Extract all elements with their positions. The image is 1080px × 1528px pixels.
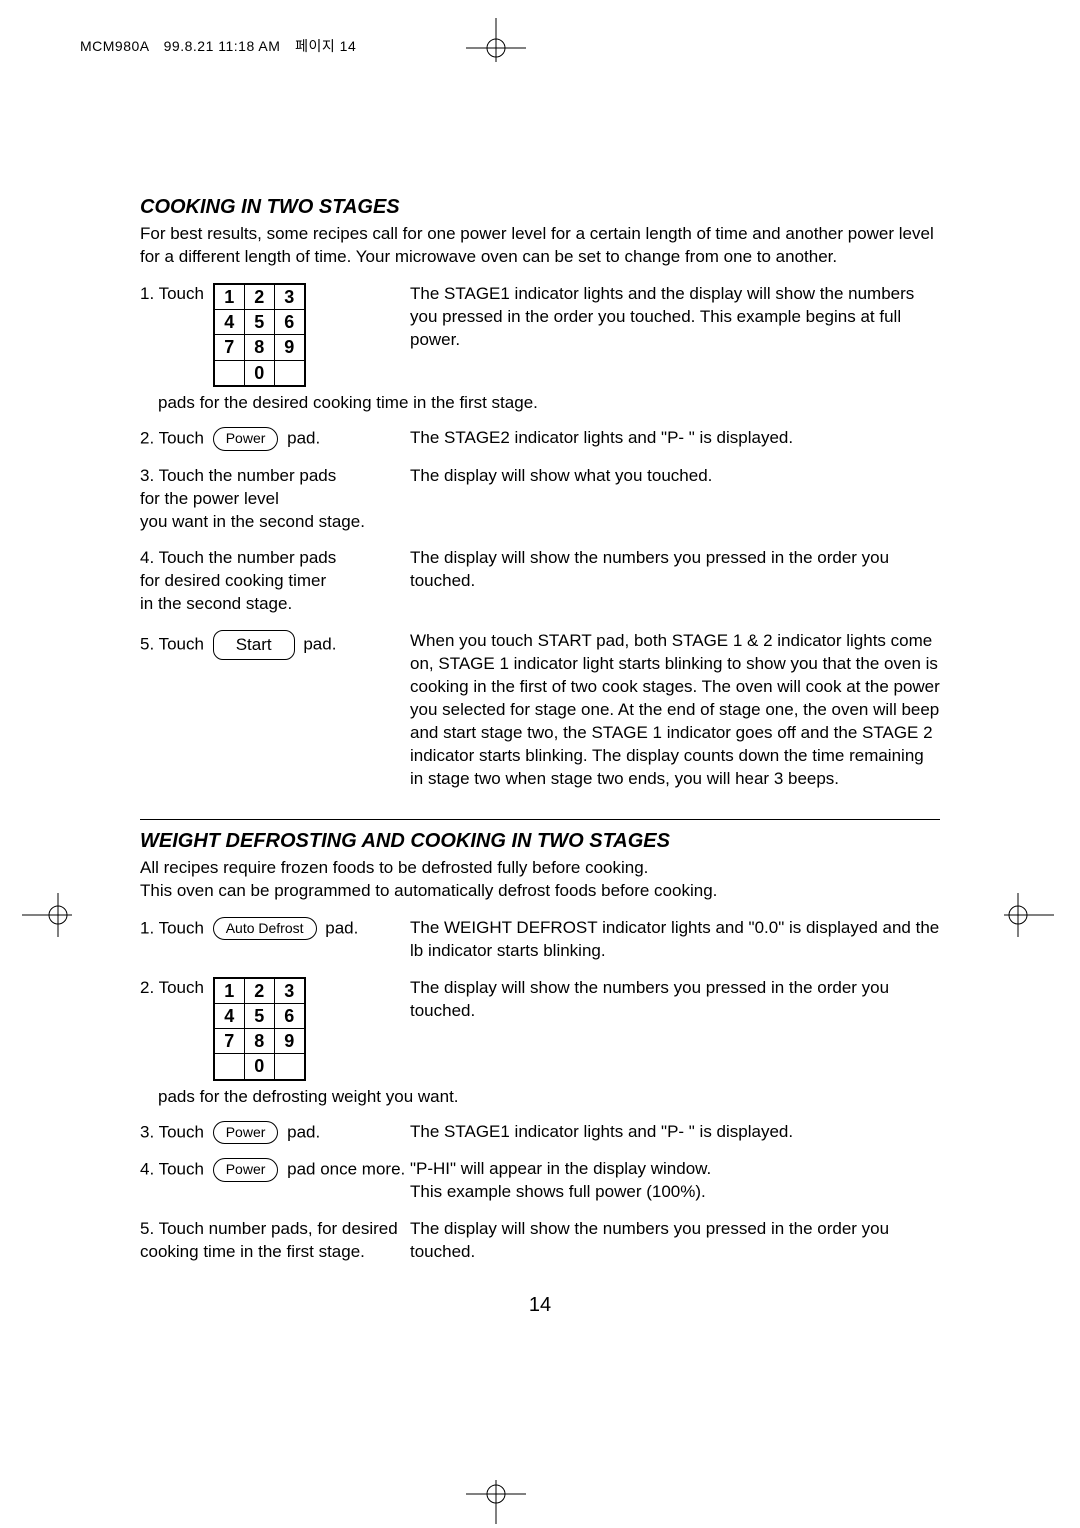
sec1-step1-desc: The STAGE1 indicator lights and the disp…	[410, 283, 940, 352]
keypad-7: 7	[214, 335, 244, 360]
sec1-step4-desc: The display will show the numbers you pr…	[410, 547, 940, 593]
keypad-4: 4	[214, 310, 244, 335]
sec1-step3: 3. Touch the number pads for the power l…	[140, 465, 940, 534]
print-header: MCM980A 99.8.21 11:18 AM 페이지 14	[80, 36, 356, 56]
sec2-step5-label: 5. Touch number pads, for desired cookin…	[140, 1218, 410, 1264]
section1-intro: For best results, some recipes call for …	[140, 223, 940, 269]
number-keypad: 123 456 789 0	[213, 283, 306, 387]
sec2-step1-desc: The WEIGHT DEFROST indicator lights and …	[410, 917, 940, 963]
section2-title: WEIGHT DEFROSTING AND COOKING IN TWO STA…	[140, 830, 940, 853]
keypad-5: 5	[244, 310, 274, 335]
keypad-8: 8	[244, 335, 274, 360]
keypad2-9: 9	[274, 1029, 304, 1054]
crop-mark-bottom-icon	[466, 1480, 526, 1524]
sec2-step1: 1. Touch Auto Defrost pad. The WEIGHT DE…	[140, 917, 940, 963]
keypad2-1: 1	[214, 978, 244, 1003]
sec1-step2: 2. Touch Power pad. The STAGE2 indicator…	[140, 427, 940, 451]
keypad2-4: 4	[214, 1003, 244, 1028]
crop-mark-right-icon	[1004, 893, 1054, 937]
keypad-3: 3	[274, 284, 304, 309]
sec2-step3-label: 3. Touch	[140, 1122, 204, 1141]
start-pill: Start	[213, 630, 295, 660]
keypad2-blank-l	[214, 1054, 244, 1079]
doc-date: 99.8.21 11:18 AM	[164, 38, 281, 54]
sec2-step4: 4. Touch Power pad once more. "P-HI" wil…	[140, 1158, 940, 1204]
sec1-step4: 4. Touch the number pads for desired coo…	[140, 547, 940, 616]
sec2-step3-desc: The STAGE1 indicator lights and "P- " is…	[410, 1121, 940, 1144]
number-keypad-2: 123 456 789 0	[213, 977, 306, 1081]
keypad2-8: 8	[244, 1029, 274, 1054]
sec2-step1-label: 1. Touch	[140, 918, 204, 937]
keypad2-3: 3	[274, 978, 304, 1003]
sec2-step5-desc: The display will show the numbers you pr…	[410, 1218, 940, 1264]
sec1-step1-note: pads for the desired cooking time in the…	[158, 393, 940, 413]
sec2-step2-desc: The display will show the numbers you pr…	[410, 977, 940, 1023]
section2-intro2: This oven can be programmed to automatic…	[140, 880, 940, 903]
keypad2-blank-r	[274, 1054, 304, 1079]
keypad-0: 0	[244, 360, 274, 385]
keypad2-0: 0	[244, 1054, 274, 1079]
sec1-step5-label: 5. Touch	[140, 635, 204, 654]
sec2-step2-label: 2. Touch	[140, 977, 204, 1000]
power-pill: Power	[213, 427, 279, 451]
keypad-6: 6	[274, 310, 304, 335]
sec1-step1-label: 1. Touch	[140, 283, 204, 306]
keypad2-5: 5	[244, 1003, 274, 1028]
keypad-9: 9	[274, 335, 304, 360]
sec1-step4-label: 4. Touch the number pads for desired coo…	[140, 547, 410, 616]
section-divider	[140, 819, 940, 820]
keypad-blank-r	[274, 360, 304, 385]
sec1-step5: 5. Touch Start pad. When you touch START…	[140, 630, 940, 791]
sec1-step5-desc: When you touch START pad, both STAGE 1 &…	[410, 630, 940, 791]
sec2-step3-pad: pad.	[287, 1122, 320, 1141]
sec2-step5: 5. Touch number pads, for desired cookin…	[140, 1218, 940, 1264]
doc-code: MCM980A	[80, 38, 149, 54]
keypad2-7: 7	[214, 1029, 244, 1054]
sec1-step2-label: 2. Touch	[140, 428, 204, 447]
power-pill-3: Power	[213, 1158, 279, 1182]
sec2-step1-pad: pad.	[325, 918, 358, 937]
page-content: COOKING IN TWO STAGES For best results, …	[140, 196, 940, 1317]
section1-title: COOKING IN TWO STAGES	[140, 196, 940, 219]
sec2-step2-note: pads for the defrosting weight you want.	[158, 1087, 940, 1107]
sec1-step2-desc: The STAGE2 indicator lights and "P- " is…	[410, 427, 940, 450]
crop-mark-top-icon	[466, 18, 526, 62]
keypad-1: 1	[214, 284, 244, 309]
sec1-step2-pad: pad.	[287, 428, 320, 447]
sec1-step1: 1. Touch 123 456 789 0 The STAGE1 indica…	[140, 283, 940, 387]
sec2-step4-pad: pad once more.	[287, 1160, 405, 1179]
doc-pagemark: 페이지 14	[295, 38, 356, 54]
keypad-blank-l	[214, 360, 244, 385]
sec1-step5-pad: pad.	[303, 635, 336, 654]
keypad2-6: 6	[274, 1003, 304, 1028]
sec2-step4-label: 4. Touch	[140, 1160, 204, 1179]
keypad2-2: 2	[244, 978, 274, 1003]
power-pill-2: Power	[213, 1121, 279, 1145]
section2-intro1: All recipes require frozen foods to be d…	[140, 857, 940, 880]
sec2-step3: 3. Touch Power pad. The STAGE1 indicator…	[140, 1121, 940, 1145]
sec2-step2: 2. Touch 123 456 789 0 The display will …	[140, 977, 940, 1081]
crop-mark-left-icon	[22, 893, 72, 937]
page-number: 14	[140, 1294, 940, 1317]
sec2-step4-desc: "P-HI" will appear in the display window…	[410, 1158, 940, 1204]
sec1-step3-label: 3. Touch the number pads for the power l…	[140, 465, 410, 534]
keypad-2: 2	[244, 284, 274, 309]
autodefrost-pill: Auto Defrost	[213, 917, 317, 941]
sec1-step3-desc: The display will show what you touched.	[410, 465, 940, 488]
